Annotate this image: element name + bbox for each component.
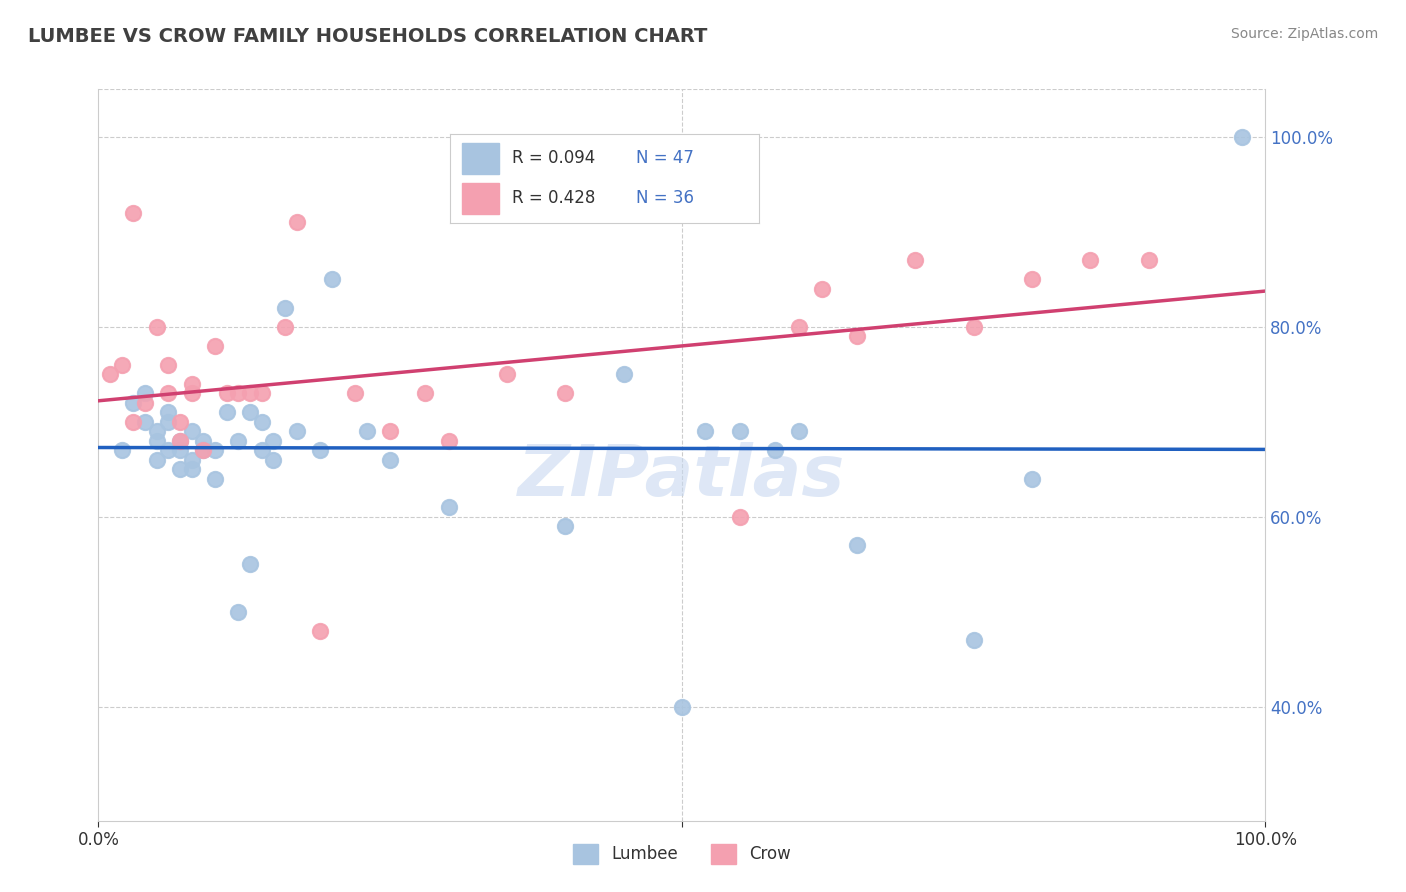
Point	[671, 699, 693, 714]
Point	[962, 319, 984, 334]
Point	[378, 424, 402, 438]
Point	[285, 215, 308, 229]
Text: LUMBEE VS CROW FAMILY HOUSEHOLDS CORRELATION CHART: LUMBEE VS CROW FAMILY HOUSEHOLDS CORRELA…	[28, 27, 707, 45]
Point	[157, 415, 180, 429]
Point	[250, 386, 273, 401]
Point	[904, 253, 927, 268]
Point	[228, 386, 250, 401]
Point	[239, 557, 262, 571]
Text: R = 0.428: R = 0.428	[512, 189, 595, 207]
FancyBboxPatch shape	[463, 143, 499, 174]
Point	[146, 452, 169, 467]
Point	[846, 538, 869, 552]
Point	[157, 386, 180, 401]
Point	[111, 443, 134, 458]
Point	[122, 415, 145, 429]
Point	[146, 424, 169, 438]
Text: R = 0.094: R = 0.094	[512, 149, 595, 167]
Point	[787, 319, 810, 334]
FancyBboxPatch shape	[463, 183, 499, 214]
Point	[554, 519, 576, 533]
Point	[554, 386, 576, 401]
Text: Source: ZipAtlas.com: Source: ZipAtlas.com	[1230, 27, 1378, 41]
Point	[413, 386, 436, 401]
Point	[180, 462, 202, 476]
Point	[613, 367, 636, 381]
Point	[228, 605, 250, 619]
Point	[180, 452, 202, 467]
Point	[134, 386, 156, 401]
Text: N = 47: N = 47	[636, 149, 693, 167]
Point	[962, 633, 984, 648]
Point	[309, 624, 332, 638]
Text: ZIPatlas: ZIPatlas	[519, 442, 845, 511]
Point	[122, 205, 145, 219]
Point	[321, 272, 343, 286]
Point	[262, 452, 284, 467]
Point	[250, 415, 273, 429]
Point	[495, 367, 517, 381]
Point	[239, 386, 262, 401]
Point	[134, 415, 156, 429]
Point	[193, 443, 215, 458]
Point	[1230, 129, 1253, 144]
Point	[239, 405, 262, 419]
Point	[180, 424, 202, 438]
Point	[1021, 272, 1043, 286]
Point	[356, 424, 378, 438]
Point	[98, 367, 121, 381]
Point	[180, 376, 202, 391]
Point	[1137, 253, 1160, 268]
Point	[157, 405, 180, 419]
Point	[274, 301, 297, 315]
Point	[169, 434, 191, 448]
Point	[204, 472, 226, 486]
Point	[215, 405, 238, 419]
Point	[378, 452, 402, 467]
Point	[193, 434, 215, 448]
Point	[730, 424, 752, 438]
Point	[1080, 253, 1102, 268]
Point	[169, 462, 191, 476]
Point	[344, 386, 367, 401]
Point	[763, 443, 786, 458]
Point	[730, 509, 752, 524]
Point	[193, 443, 215, 458]
Point	[1021, 472, 1043, 486]
Point	[437, 500, 460, 515]
Point	[811, 282, 834, 296]
Point	[180, 386, 202, 401]
Point	[157, 443, 180, 458]
Point	[215, 386, 238, 401]
Point	[134, 395, 156, 409]
Point	[169, 434, 191, 448]
Point	[285, 424, 308, 438]
Point	[146, 434, 169, 448]
Point	[787, 424, 810, 438]
Legend: Lumbee, Crow: Lumbee, Crow	[567, 838, 797, 871]
Point	[169, 443, 191, 458]
Point	[437, 434, 460, 448]
Point	[846, 329, 869, 343]
Point	[262, 434, 284, 448]
Point	[250, 443, 273, 458]
Point	[122, 395, 145, 409]
Point	[204, 443, 226, 458]
Point	[228, 434, 250, 448]
Point	[309, 443, 332, 458]
Point	[204, 339, 226, 353]
Point	[274, 319, 297, 334]
Point	[169, 415, 191, 429]
Point	[695, 424, 717, 438]
Point	[111, 358, 134, 372]
Text: N = 36: N = 36	[636, 189, 693, 207]
Point	[146, 319, 169, 334]
Point	[157, 358, 180, 372]
